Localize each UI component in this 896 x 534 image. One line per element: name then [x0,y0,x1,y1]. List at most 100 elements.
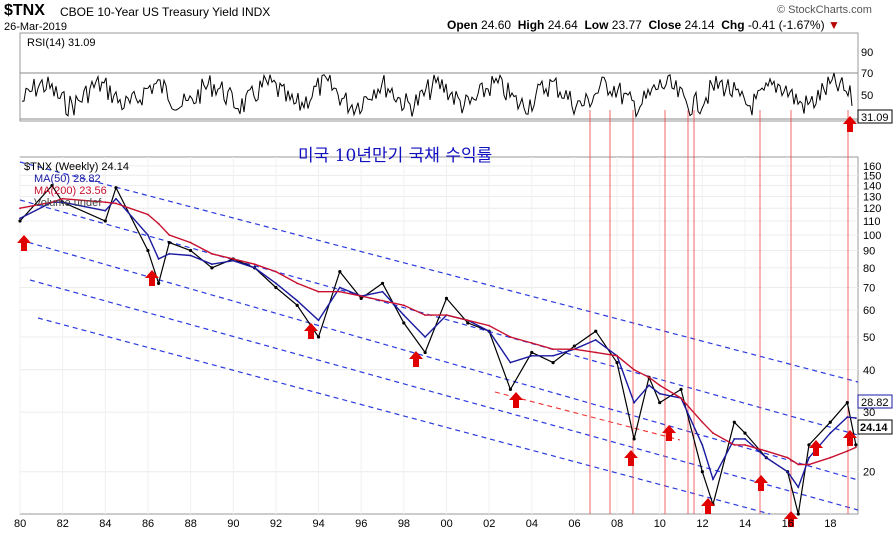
x-tick-82: 82 [57,518,69,530]
open-label: Open [447,18,478,32]
x-tick-10: 10 [654,518,666,530]
series-point-1-15 [338,286,341,289]
series-point-0-25 [551,360,555,365]
up-arrow-icon-5 [624,450,638,466]
series-point-2-16 [360,295,363,298]
series-point-1-18 [402,314,405,317]
series-point-1-39 [797,486,800,489]
ohlc-readout: Open 24.60 High 24.64 Low 23.77 Close 24… [447,18,840,32]
y-tick-130: 130 [863,191,881,203]
series-point-1-25 [552,354,554,357]
series-point-0-28 [615,360,619,365]
x-axis: 80 82 84 86 88 90 92 94 96 98 00 02 04 06 08 10 12 14 16 18 [14,518,837,530]
series-point-0-39 [796,512,800,516]
x-tick-96: 96 [355,518,367,530]
overlay-title: 미국 10년만기 국채 수익률 [298,146,492,166]
series-point-1-12 [274,282,277,285]
y-tick-30: 30 [863,407,875,419]
series-point-0-1 [50,183,54,188]
series-point-2-42 [846,450,849,453]
series-line-1 [19,197,856,489]
legend-ma50: MA(50) 28.82 [34,173,101,185]
series-point-2-5 [147,213,149,216]
open-value: 24.60 [481,18,512,32]
series-point-2-1 [51,201,53,204]
y-tick-140: 140 [863,181,881,193]
up-arrow-icon-4 [509,392,523,408]
series-point-0-23 [508,387,513,392]
series-point-2-31 [658,384,661,387]
y-tick-150: 150 [863,170,881,182]
chg-value: -0.41 (-1.67%) [747,18,825,32]
legend-price: $TNX (Weekly) 24.14 [24,161,129,173]
series-point-1-11 [253,266,256,269]
series-point-2-38 [786,456,789,459]
series-point-0-5 [146,248,150,253]
series-point-0-42 [845,400,849,405]
series-point-1-19 [424,336,427,338]
series-point-2-23 [509,336,512,338]
x-tick-04: 04 [526,518,538,530]
series-point-2-35 [733,443,736,446]
up-arrow-icon-12 [843,430,857,446]
low-label: Low [584,18,609,32]
series-point-1-36 [744,437,746,440]
high-value: 24.64 [547,18,578,32]
up-arrow-icon-3 [409,351,423,367]
series-point-2-33 [701,421,704,424]
series-point-1-41 [829,432,832,435]
low-value: 23.77 [611,18,642,32]
channel-line-0 [19,161,859,383]
y-tick-80: 80 [863,263,875,275]
series-point-0-3 [103,219,107,223]
series-point-0-4 [114,186,118,190]
x-tick-84: 84 [99,518,111,530]
series-point-2-32 [680,397,682,399]
series-point-2-40 [808,463,810,466]
x-tick-02: 02 [483,518,495,530]
series-point-1-0 [19,217,21,220]
series-point-2-20 [445,314,448,317]
symbol-title: $TNX [4,2,45,19]
series-point-2-24 [530,342,533,344]
x-tick-18: 18 [824,518,836,530]
series-point-2-41 [829,456,832,459]
series-point-2-18 [402,304,405,307]
series-point-1-10 [232,259,235,262]
chart-date: 26-Mar-2019 [4,21,67,33]
y-tick-100: 100 [863,230,881,242]
grid [19,157,858,514]
series-point-1-8 [189,254,192,257]
series-point-0-29 [632,437,636,441]
series-point-0-14 [316,335,321,339]
series-point-0-26 [572,344,577,348]
series-point-2-15 [338,290,341,293]
series-point-2-28 [616,354,618,357]
series-point-2-29 [633,368,636,371]
x-tick-90: 90 [227,518,239,530]
series-point-2-12 [274,270,277,273]
series-point-0-41 [828,420,832,424]
vertical-markers [589,110,849,514]
series-point-0-15 [338,269,342,274]
series-point-2-27 [594,351,597,354]
series-point-2-6 [157,222,160,225]
series-point-1-27 [594,339,597,341]
up-arrow-icon-0 [17,235,31,251]
high-label: High [517,18,545,32]
x-tick-98: 98 [398,518,410,530]
series-point-1-42 [846,416,849,418]
series-point-0-13 [295,303,299,307]
series-point-0-27 [594,329,598,333]
series-point-2-14 [317,290,320,293]
rsi-panel-frame [19,32,859,122]
series-point-2-2 [61,197,64,200]
ma50-last-value: 28.82 [861,397,889,409]
series-point-2-8 [189,241,192,244]
series-point-0-19 [423,350,427,355]
rsi-tick-70: 70 [861,68,873,80]
series-point-2-26 [573,348,576,351]
channel-red-dash [494,391,681,441]
series-point-1-22 [488,330,491,333]
